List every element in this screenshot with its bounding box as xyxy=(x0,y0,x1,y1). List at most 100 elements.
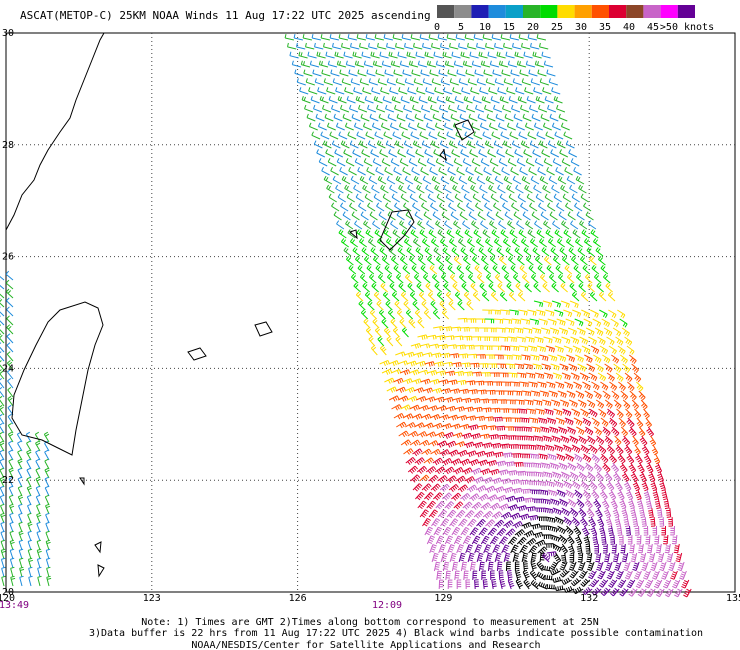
wind-barb xyxy=(538,453,548,460)
wind-barb xyxy=(469,51,479,59)
wind-barb xyxy=(378,273,386,284)
wind-barb xyxy=(415,247,424,257)
wind-barb xyxy=(595,507,603,519)
wind-barb xyxy=(450,211,459,221)
wind-barb xyxy=(549,462,559,470)
wind-barb xyxy=(567,211,576,221)
wind-barb xyxy=(641,561,649,571)
wind-barb xyxy=(296,42,306,50)
wind-barb xyxy=(395,175,405,185)
wind-barb xyxy=(519,417,530,423)
wind-barb xyxy=(531,327,542,335)
wind-barb xyxy=(545,516,556,523)
wind-barb xyxy=(449,552,457,563)
wind-barb xyxy=(556,489,566,498)
wind-barb xyxy=(580,255,588,266)
wind-barb xyxy=(426,334,437,340)
wind-barb xyxy=(589,408,598,418)
wind-barb xyxy=(454,441,466,448)
wind-barb xyxy=(8,467,14,479)
wind-barb xyxy=(543,158,553,167)
wind-barb xyxy=(470,282,478,293)
wind-barb xyxy=(316,149,326,158)
wind-barb xyxy=(506,399,516,405)
wind-barb xyxy=(478,247,487,257)
wind-barb xyxy=(396,113,406,122)
wind-barb xyxy=(526,96,536,104)
wind-barb xyxy=(473,33,484,41)
wind-barb xyxy=(378,309,387,320)
wind-barb xyxy=(601,318,611,328)
wind-barb xyxy=(329,131,339,140)
wind-barb xyxy=(461,282,469,293)
wind-barb xyxy=(623,561,631,571)
wind-barb xyxy=(597,570,606,580)
wind-barb xyxy=(558,113,568,122)
wind-barb xyxy=(387,309,396,320)
wind-barb xyxy=(569,471,579,481)
wind-barb xyxy=(490,407,501,413)
wind-barb xyxy=(573,381,583,390)
wind-barb xyxy=(449,42,459,50)
wind-barb xyxy=(453,60,464,68)
wind-barb xyxy=(533,399,543,406)
wind-barb xyxy=(609,381,618,391)
wind-barb xyxy=(448,238,457,248)
wind-barb xyxy=(634,408,642,419)
wind-barb xyxy=(469,362,480,368)
wind-barb xyxy=(516,60,527,68)
wind-barb xyxy=(450,423,461,430)
wind-barb xyxy=(489,468,500,476)
wind-barb xyxy=(331,202,340,212)
wind-barb xyxy=(433,149,443,158)
wind-barb xyxy=(447,379,458,386)
wind-barb xyxy=(507,336,517,343)
wind-barb xyxy=(386,386,398,393)
wind-barb xyxy=(377,175,387,185)
wind-barb xyxy=(44,467,50,479)
wind-barb xyxy=(675,552,683,563)
legend-swatch xyxy=(540,5,558,18)
wind-barb xyxy=(542,552,551,563)
wind-barb xyxy=(466,484,478,493)
wind-barb xyxy=(550,247,559,257)
wind-barb xyxy=(661,489,668,501)
wind-barb xyxy=(523,530,535,538)
wind-barb xyxy=(367,104,377,113)
wind-barb xyxy=(516,537,527,546)
wind-barb xyxy=(412,448,423,457)
wind-barb xyxy=(630,507,637,519)
wind-barb xyxy=(659,561,667,572)
wind-barb xyxy=(391,193,400,203)
wind-barb xyxy=(308,122,318,131)
wind-barb xyxy=(417,158,427,167)
wind-barb xyxy=(505,327,515,334)
wind-barb xyxy=(485,78,495,86)
pass-time: 13:49 xyxy=(0,600,29,611)
wind-barb xyxy=(459,458,471,466)
wind-barb xyxy=(579,220,588,230)
wind-barb xyxy=(407,184,416,194)
wind-barb xyxy=(438,414,450,421)
wind-barb xyxy=(405,309,414,320)
wind-barb xyxy=(44,449,50,461)
wind-barb xyxy=(411,264,420,275)
wind-barb xyxy=(461,87,471,95)
wind-barb xyxy=(473,131,483,140)
wind-barb xyxy=(491,442,502,449)
wind-barb xyxy=(475,238,484,248)
wind-barb xyxy=(519,69,529,77)
wind-barb xyxy=(544,255,552,266)
wind-barb xyxy=(410,474,421,483)
wind-barb xyxy=(379,359,390,367)
wind-barb xyxy=(422,42,432,50)
wind-barb xyxy=(520,202,529,212)
wind-barb xyxy=(539,42,549,50)
wind-barb xyxy=(6,315,14,326)
wind-barb xyxy=(408,220,417,230)
wind-barb xyxy=(413,351,424,358)
wind-barb xyxy=(440,388,451,394)
wind-barb xyxy=(355,96,365,104)
wind-barb xyxy=(628,426,637,437)
wind-barb xyxy=(460,362,471,368)
